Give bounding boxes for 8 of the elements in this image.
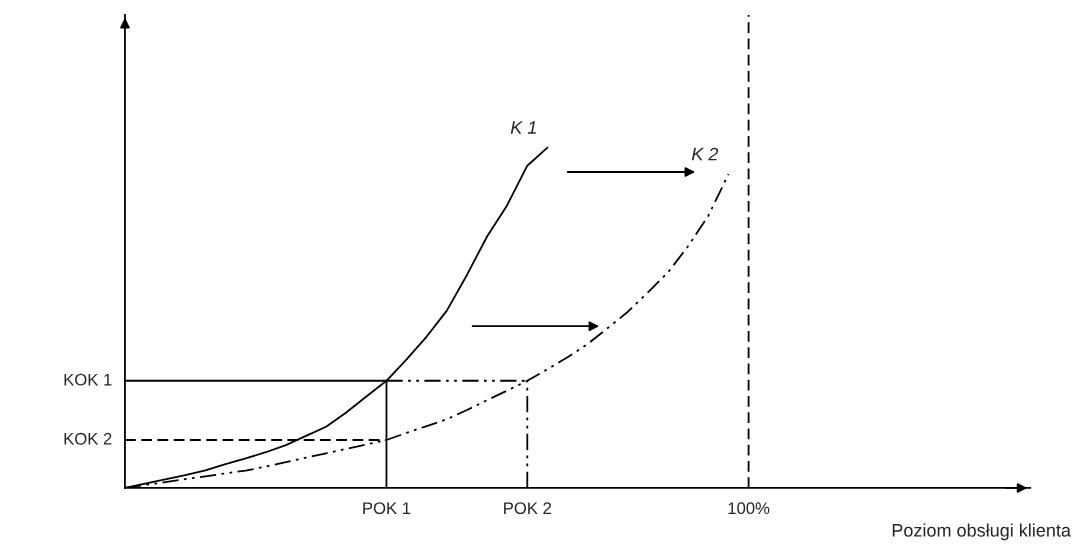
series-label: K 1: [510, 121, 536, 134]
x-axis-title: Poziom obsługi klienta: [892, 523, 1071, 541]
text: KOK 2: [64, 432, 112, 445]
x-tick-label: POK 2: [504, 502, 552, 515]
text: KOK 1: [64, 373, 112, 386]
x-tick-label: 100%: [728, 502, 770, 515]
x-tick-label: POK 1: [363, 502, 411, 515]
series-label: K 2: [691, 147, 719, 161]
